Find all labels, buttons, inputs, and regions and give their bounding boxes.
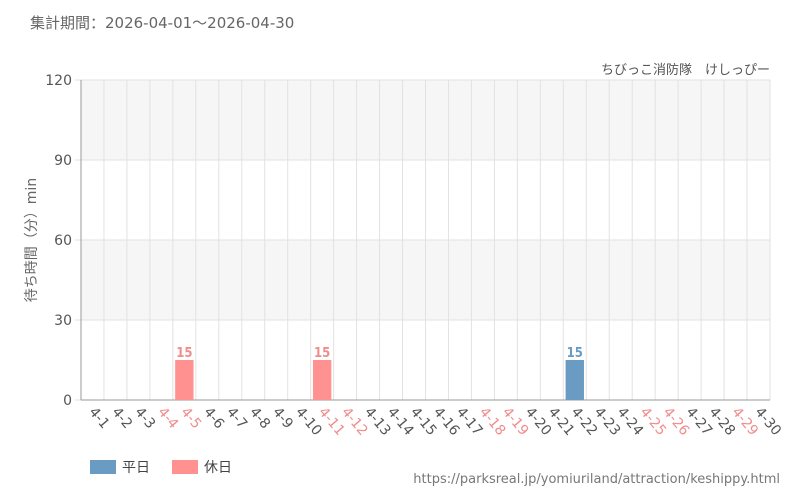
legend-swatch-weekday [90, 460, 116, 474]
legend: 平日 休日 [90, 457, 254, 477]
y-axis-title: 待ち時間（分）min [24, 178, 40, 302]
bar-holiday [175, 360, 194, 400]
x-tick-label: 4-8 [246, 404, 273, 432]
x-tick-label: 4-9 [269, 404, 296, 432]
y-tick-label: 30 [54, 313, 72, 329]
bar-holiday [312, 360, 332, 400]
data-label: 15 [314, 346, 330, 361]
bar-weekday [565, 360, 584, 400]
x-tick-label: 4-5 [177, 404, 204, 432]
legend-item-weekday[interactable]: 平日 [90, 457, 150, 477]
x-tick-label: 4-1 [85, 404, 112, 432]
data-label: 15 [567, 346, 583, 361]
legend-item-holiday[interactable]: 休日 [172, 457, 232, 477]
y-tick-label: 120 [45, 73, 72, 89]
x-tick-label: 4-2 [108, 404, 135, 432]
period-label: 集計期間：2026-04-01～2026-04-30 [30, 14, 295, 32]
y-tick-label: 90 [54, 153, 72, 169]
x-tick-label: 4-3 [131, 404, 158, 432]
x-tick-label: 4-4 [154, 404, 181, 432]
source-url[interactable]: https://parksreal.jp/yomiuriland/attract… [413, 472, 780, 487]
y-tick-label: 0 [63, 393, 72, 409]
attraction-name: ちびっこ消防隊 けしっぴー [600, 63, 770, 78]
x-tick-label: 4-6 [200, 404, 227, 432]
x-tick-label: 4-7 [223, 404, 250, 432]
legend-swatch-holiday [172, 460, 198, 474]
legend-label-weekday: 平日 [122, 460, 150, 476]
data-label: 15 [176, 346, 192, 361]
legend-label-holiday: 休日 [204, 460, 232, 476]
y-tick-label: 60 [54, 233, 72, 249]
